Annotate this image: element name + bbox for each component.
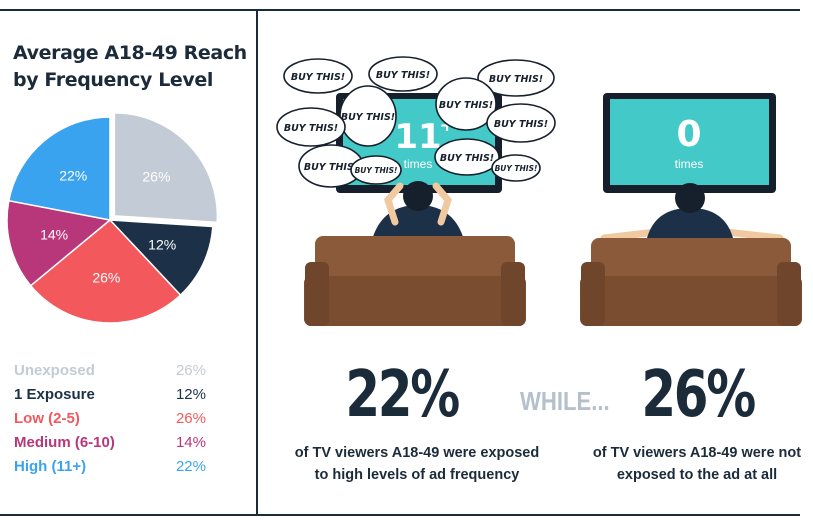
left-tv-number: 11 [394, 117, 441, 157]
right-viewer [600, 183, 784, 242]
legend-item-unexposed: Unexposed 26% [14, 362, 214, 386]
right-description-line-2: exposed to the ad at all [616, 467, 778, 483]
speech-bubble: BUY THIS! [434, 138, 500, 176]
bubble-text: BUY THIS! [304, 162, 358, 173]
left-couch-seat [304, 276, 526, 326]
right-viewer-head [675, 183, 705, 213]
left-description: of TV viewers A18-49 were exposed to hig… [286, 442, 548, 486]
pie-chart: 26% 12% 26% 14% 22% [6, 112, 219, 324]
speech-bubble: BUY THIS! [339, 85, 397, 147]
left-stat: 22% [345, 358, 460, 432]
left-viewer-head [403, 181, 433, 211]
left-couch-arm-right [501, 262, 525, 326]
left-couch-arm-left [305, 262, 329, 326]
bubble-text: BUY THIS! [376, 70, 430, 81]
pie-slice-unexposed [113, 112, 219, 224]
legend-label: 1 Exposure [14, 386, 95, 403]
legend-label: Medium (6-10) [14, 434, 115, 451]
bubble-text: BUY THIS! [489, 74, 543, 85]
speech-bubble: BUY THIS! [276, 107, 346, 147]
speech-bubble: BUY THIS! [350, 155, 402, 185]
right-couch [580, 238, 802, 326]
bubble-text: BUY THIS! [440, 153, 494, 164]
while-connector: WHILE... [520, 386, 610, 416]
pie-slice-1-exposure [108, 219, 214, 297]
legend-label: High (11+) [14, 458, 87, 475]
bubble-text: BUY THIS! [291, 72, 345, 83]
bottom-rule [0, 514, 800, 516]
left-viewer-arm-right [432, 182, 452, 226]
legend-item-1-exposure: 1 Exposure 12% [14, 386, 214, 410]
legend-item-low: Low (2-5) 26% [14, 410, 214, 434]
legend-value: 26% [175, 362, 206, 379]
legend-value: 14% [175, 434, 206, 451]
legend-value: 12% [175, 386, 206, 403]
right-description-line-1: of TV viewers A18-49 were not [592, 445, 802, 461]
chart-title: Average A18-49 Reach by Frequency Level [13, 42, 247, 91]
right-stat: 26% [641, 358, 756, 432]
speech-bubble: BUY THIS! [283, 58, 353, 94]
pie-slice-label: 12% [148, 237, 176, 253]
right-viewer-arm-right [722, 228, 784, 242]
speech-bubble: BUY THIS! [486, 103, 556, 143]
pie-slice-label: 26% [142, 168, 170, 184]
tv-viewers-illustration: 11 + times BUY THIS! BUY THIS! BUY THIS!… [276, 56, 802, 326]
left-viewer-arm-left [384, 182, 404, 226]
speech-bubble: BUY THIS! [435, 77, 497, 131]
right-tv-number: 0 [676, 114, 701, 155]
right-tv: 0 times [603, 93, 776, 193]
pie-slice-high-11 [7, 116, 111, 221]
legend-value: 26% [175, 410, 206, 427]
right-viewer-arm-left [600, 228, 660, 242]
bubble-text: BUY THIS! [341, 112, 395, 123]
pie-slice-low-2-5 [29, 218, 182, 324]
legend-label: Low (2-5) [14, 410, 80, 427]
pie-slice-label: 22% [59, 168, 87, 184]
left-couch [304, 236, 526, 326]
right-tv-screen [610, 99, 769, 185]
right-description: of TV viewers A18-49 were not exposed to… [586, 442, 808, 486]
bubble-text: BUY THIS! [284, 123, 338, 134]
speech-bubble: BUY THIS! [491, 154, 541, 182]
left-description-line-1: of TV viewers A18-49 were exposed [294, 445, 540, 461]
right-tv-unit: times [675, 157, 704, 171]
bubble-text: BUY THIS! [495, 164, 538, 173]
left-description-line-2: to high levels of ad frequency [314, 467, 520, 483]
legend-label: Unexposed [14, 362, 95, 379]
right-couch-arm-right [777, 262, 801, 326]
bubble-text: BUY THIS! [439, 100, 493, 111]
pie-slice-label: 26% [92, 270, 120, 286]
pie-slice-label: 14% [40, 226, 68, 242]
legend-item-high: High (11+) 22% [14, 458, 214, 482]
right-couch-seat [580, 276, 802, 326]
right-viewer-body [646, 208, 734, 242]
left-viewer [372, 181, 464, 240]
legend-item-medium: Medium (6-10) 14% [14, 434, 214, 458]
speech-bubbles: BUY THIS! BUY THIS! BUY THIS! BUY THIS! … [276, 56, 556, 188]
bubble-text: BUY THIS! [355, 166, 398, 175]
chart-legend: Unexposed 26% 1 Exposure 12% Low (2-5) 2… [14, 362, 214, 482]
pie-slice-medium-6-10 [6, 199, 112, 287]
speech-bubble: BUY THIS! [368, 56, 438, 92]
top-rule [0, 9, 800, 11]
right-couch-arm-left [581, 262, 605, 326]
legend-value: 22% [175, 458, 206, 475]
speech-bubble: BUY THIS! [477, 59, 555, 97]
panel-divider [256, 9, 258, 516]
bubble-text: BUY THIS! [494, 119, 548, 130]
left-tv-unit: times [404, 157, 433, 171]
